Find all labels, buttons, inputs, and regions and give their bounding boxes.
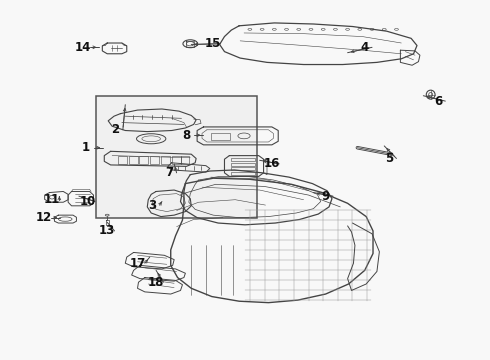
Bar [129, 156, 138, 163]
Text: 11: 11 [44, 193, 60, 206]
Bar [211, 134, 230, 140]
Text: 13: 13 [99, 224, 115, 238]
Text: 7: 7 [165, 166, 173, 179]
Text: 15: 15 [205, 37, 221, 50]
Text: 3: 3 [148, 199, 156, 212]
Text: 2: 2 [111, 123, 120, 136]
Text: 4: 4 [361, 41, 369, 54]
Text: 12: 12 [36, 211, 52, 224]
Bar [231, 163, 255, 166]
Text: 8: 8 [182, 129, 191, 142]
Text: 10: 10 [79, 195, 96, 208]
Text: 1: 1 [82, 141, 90, 154]
Bar [180, 156, 189, 163]
Bar [172, 156, 180, 163]
Bar [118, 156, 127, 163]
Bar [161, 156, 170, 163]
Bar [96, 96, 257, 218]
Text: 16: 16 [264, 157, 280, 170]
Text: 17: 17 [129, 257, 146, 270]
Bar [231, 158, 255, 161]
Text: 9: 9 [321, 190, 330, 203]
Bar [231, 167, 255, 170]
Bar [150, 156, 159, 163]
Bar [231, 172, 255, 175]
Text: 6: 6 [434, 95, 442, 108]
Text: 5: 5 [385, 152, 393, 165]
Bar [140, 156, 148, 163]
Text: 14: 14 [74, 41, 91, 54]
Text: 18: 18 [148, 276, 164, 289]
